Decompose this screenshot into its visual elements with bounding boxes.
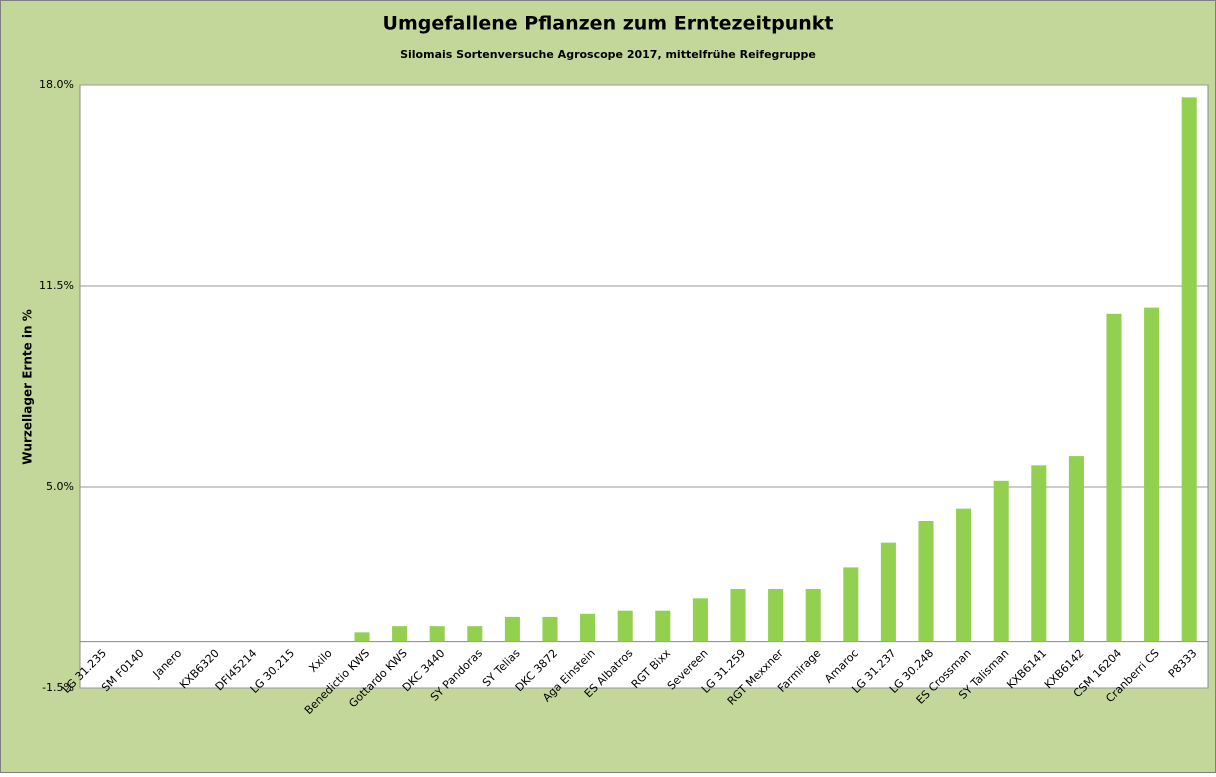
bar — [730, 589, 746, 642]
bar — [617, 610, 633, 642]
bar — [993, 480, 1009, 642]
bar — [467, 626, 483, 642]
bar — [542, 616, 558, 642]
bar — [392, 626, 408, 642]
chart-title: Umgefallene Pflanzen zum Erntezeitpunkt — [383, 13, 834, 35]
bar — [655, 610, 671, 642]
y-axis-label: Wurzellager Ernte in % — [21, 309, 35, 465]
y-tick-label: -1.5% — [42, 681, 74, 694]
bar — [956, 508, 972, 642]
plot-area — [79, 84, 1209, 689]
bar — [880, 542, 896, 642]
bar — [1068, 456, 1084, 642]
bar — [768, 589, 784, 642]
bar — [504, 616, 520, 642]
bar — [429, 626, 445, 642]
bar — [805, 589, 821, 642]
bar — [1106, 313, 1122, 642]
chart-subtitle: Silomais Sortenversuche Agroscope 2017, … — [400, 48, 816, 61]
bar — [354, 632, 370, 642]
bar — [1031, 465, 1047, 642]
y-tick-label: 5.0% — [46, 480, 74, 493]
bar — [1144, 307, 1160, 642]
y-tick-label: 11.5% — [39, 279, 74, 292]
bar — [692, 598, 708, 642]
bar — [843, 567, 859, 642]
bar — [918, 521, 934, 642]
y-tick-label: 18.0% — [39, 78, 74, 91]
bar — [1181, 97, 1197, 642]
bar — [580, 613, 596, 642]
